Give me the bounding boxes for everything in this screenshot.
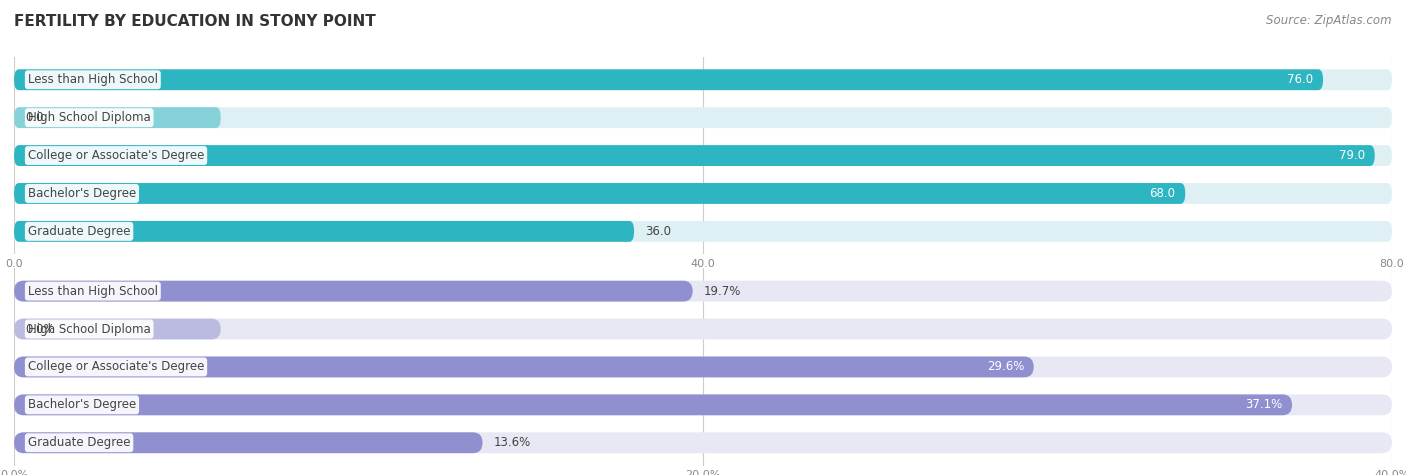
Text: Less than High School: Less than High School	[28, 285, 157, 298]
Text: 36.0: 36.0	[645, 225, 671, 238]
FancyBboxPatch shape	[14, 145, 1392, 166]
FancyBboxPatch shape	[14, 394, 1292, 415]
FancyBboxPatch shape	[14, 69, 1323, 90]
FancyBboxPatch shape	[14, 432, 482, 453]
FancyBboxPatch shape	[14, 145, 1375, 166]
FancyBboxPatch shape	[14, 221, 1392, 242]
FancyBboxPatch shape	[14, 319, 221, 340]
FancyBboxPatch shape	[14, 183, 1392, 204]
Text: High School Diploma: High School Diploma	[28, 111, 150, 124]
Text: Graduate Degree: Graduate Degree	[28, 436, 131, 449]
FancyBboxPatch shape	[14, 107, 1392, 128]
Text: 0.0%: 0.0%	[25, 323, 55, 335]
FancyBboxPatch shape	[14, 281, 1392, 302]
FancyBboxPatch shape	[14, 69, 1392, 90]
Text: 68.0: 68.0	[1150, 187, 1175, 200]
Text: 13.6%: 13.6%	[494, 436, 531, 449]
FancyBboxPatch shape	[14, 107, 221, 128]
Text: 79.0: 79.0	[1339, 149, 1365, 162]
FancyBboxPatch shape	[14, 281, 693, 302]
Text: College or Associate's Degree: College or Associate's Degree	[28, 361, 204, 373]
FancyBboxPatch shape	[14, 319, 1392, 340]
Text: Graduate Degree: Graduate Degree	[28, 225, 131, 238]
Text: FERTILITY BY EDUCATION IN STONY POINT: FERTILITY BY EDUCATION IN STONY POINT	[14, 14, 375, 29]
Text: College or Associate's Degree: College or Associate's Degree	[28, 149, 204, 162]
FancyBboxPatch shape	[14, 357, 1033, 377]
Text: Bachelor's Degree: Bachelor's Degree	[28, 187, 136, 200]
Text: 37.1%: 37.1%	[1246, 399, 1282, 411]
FancyBboxPatch shape	[14, 221, 634, 242]
FancyBboxPatch shape	[14, 432, 1392, 453]
FancyBboxPatch shape	[14, 183, 1185, 204]
Text: Source: ZipAtlas.com: Source: ZipAtlas.com	[1267, 14, 1392, 27]
Text: Less than High School: Less than High School	[28, 73, 157, 86]
FancyBboxPatch shape	[14, 394, 1392, 415]
FancyBboxPatch shape	[14, 357, 1392, 377]
Text: 29.6%: 29.6%	[987, 361, 1024, 373]
Text: 19.7%: 19.7%	[703, 285, 741, 298]
Text: 0.0: 0.0	[25, 111, 44, 124]
Text: Bachelor's Degree: Bachelor's Degree	[28, 399, 136, 411]
Text: 76.0: 76.0	[1288, 73, 1313, 86]
Text: High School Diploma: High School Diploma	[28, 323, 150, 335]
